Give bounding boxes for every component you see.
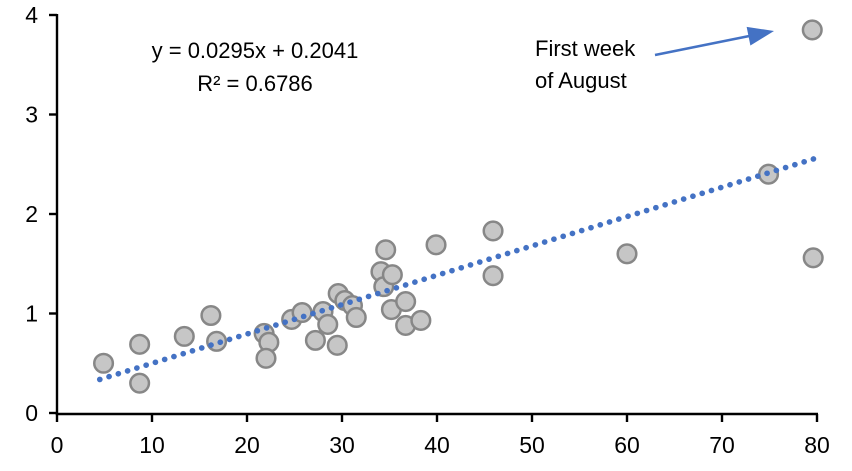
- x-axis-tick-label: 40: [424, 432, 450, 458]
- data-point: [345, 306, 367, 329]
- x-axis-tick-label: 80: [804, 432, 830, 458]
- data-point: [129, 333, 151, 355]
- annotation-first-week-of-august: First week of August: [535, 33, 635, 97]
- data-point: [801, 19, 823, 41]
- equation-line: y = 0.0295x + 0.2041: [151, 38, 359, 63]
- y-axis-tick-label: 4: [25, 2, 38, 28]
- x-axis-tick-label: 60: [614, 432, 640, 458]
- data-point: [425, 234, 447, 256]
- y-axis-tick-label: 2: [25, 201, 38, 227]
- data-point: [317, 313, 339, 335]
- data-point: [200, 304, 222, 327]
- annotation-arrow-shaft: [654, 34, 753, 57]
- data-point: [410, 309, 432, 332]
- data-point: [616, 243, 638, 265]
- data-point: [206, 330, 228, 352]
- data-point: [326, 334, 348, 356]
- data-point: [375, 239, 397, 261]
- annotation-arrow-head: [746, 26, 774, 46]
- x-axis-tick-label: 20: [234, 432, 260, 458]
- trendline-equation: y = 0.0295x + 0.2041 R² = 0.6786: [120, 34, 390, 100]
- x-axis-tick-label: 30: [329, 432, 355, 458]
- data-point: [395, 291, 417, 313]
- data-point: [255, 347, 277, 369]
- data-point: [482, 220, 504, 242]
- data-point: [802, 247, 824, 269]
- annotation-line-2: of August: [535, 68, 627, 93]
- y-axis-tick-label: 0: [25, 400, 38, 426]
- trendline: [96, 155, 820, 383]
- x-axis-tick-label: 10: [139, 432, 165, 458]
- annotation-line-1: First week: [535, 36, 636, 61]
- data-point: [381, 264, 403, 286]
- data-point: [173, 325, 195, 347]
- data-point: [482, 265, 504, 287]
- data-point: [129, 372, 151, 394]
- x-axis-tick-label: 50: [519, 432, 545, 458]
- y-axis-tick-label: 3: [25, 102, 38, 128]
- data-point: [304, 329, 326, 351]
- y-axis-tick-label: 1: [25, 301, 38, 327]
- r-squared-line: R² = 0.6786: [197, 71, 313, 96]
- x-axis-tick-label: 70: [709, 432, 735, 458]
- x-axis-tick-label: 0: [51, 432, 64, 458]
- data-point: [93, 352, 115, 374]
